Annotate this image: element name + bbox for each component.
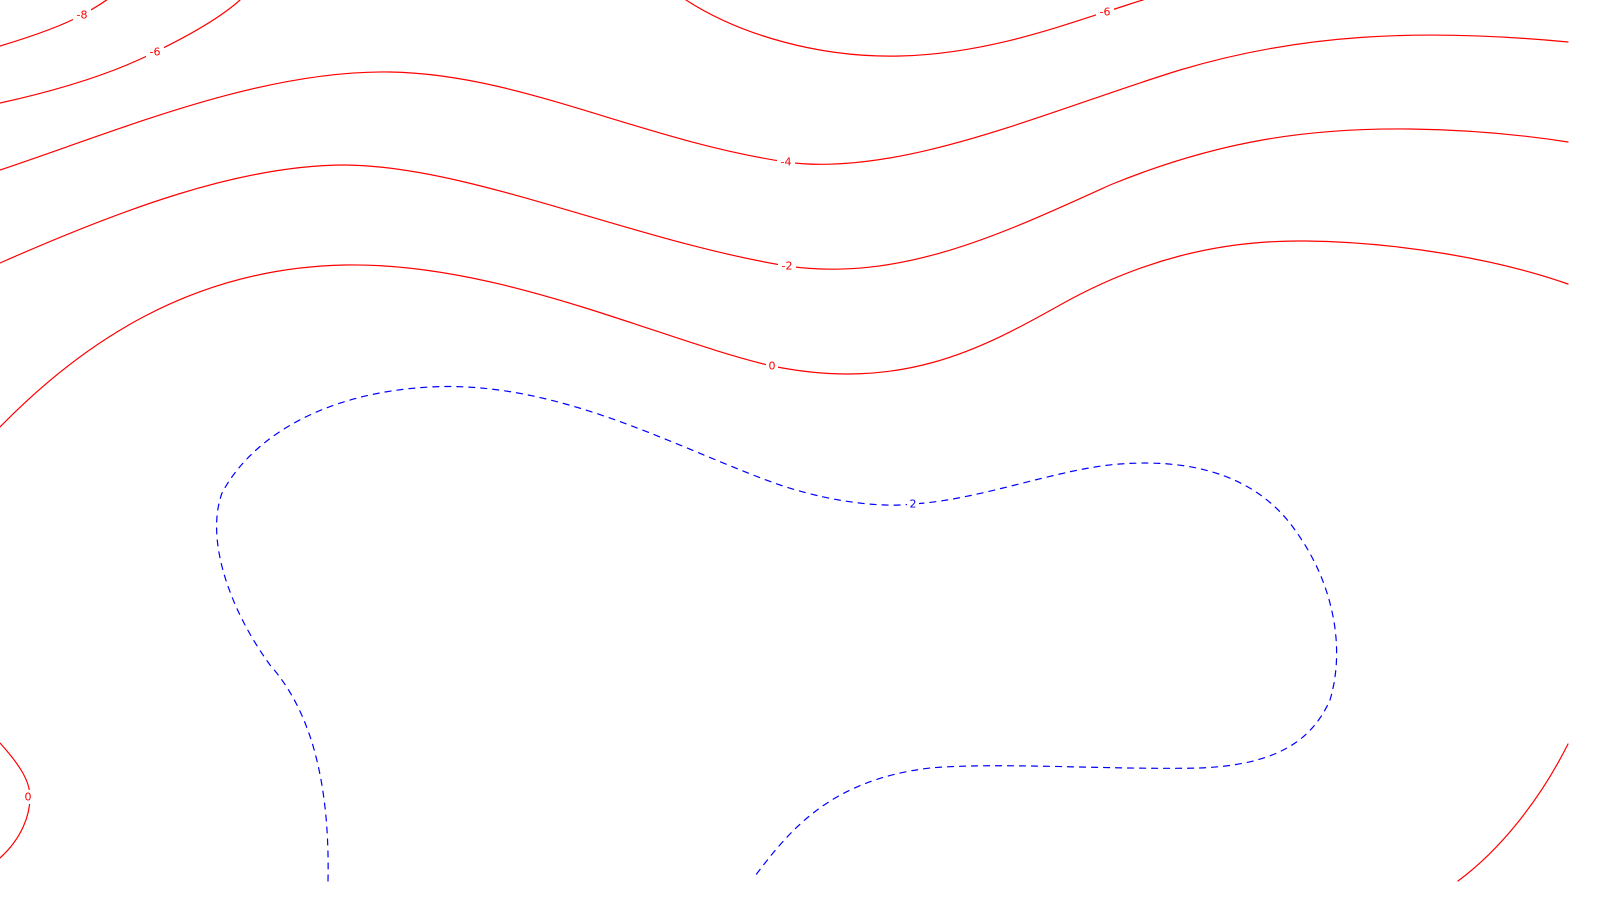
contour-label-bg-m8-a [73,8,91,22]
contour-line-m6-a [0,0,241,104]
contour-lines [0,0,1569,882]
contour-label-bg-z0-a [766,359,778,373]
contour-line-m2-a [0,128,1569,270]
contour-line-z0-a [0,240,1569,428]
contour-labels: -8 -6 -6 -4 -2 0 0 2 [22,5,1114,804]
contour-label-p2-a: 2 [910,498,917,511]
contour-label-bg-m4-a [777,155,795,169]
contour-line-p2-a [215,385,1338,882]
contour-label-bg-z0-b [22,790,34,804]
contour-line-m8-a [0,0,108,47]
contour-label-m8-a: -8 [77,9,88,22]
contour-label-bg-p2-a [907,497,919,511]
contour-label-m6-b: -6 [1100,6,1111,19]
contour-line-m6-b [685,0,1144,57]
contour-label-m2-a: -2 [782,260,793,273]
contour-label-bg-m2-a [778,259,796,273]
contour-label-bg-m6-a [146,45,164,59]
contour-line-m4-a [0,34,1569,171]
contour-line-z0-c [1457,743,1569,882]
contour-label-m6-a: -6 [150,46,161,59]
contour-label-bg-m6-b [1096,5,1114,19]
contour-label-z0-a: 0 [769,360,776,373]
contour-label-m4-a: -4 [781,156,792,169]
contour-label-z0-b: 0 [25,791,32,804]
